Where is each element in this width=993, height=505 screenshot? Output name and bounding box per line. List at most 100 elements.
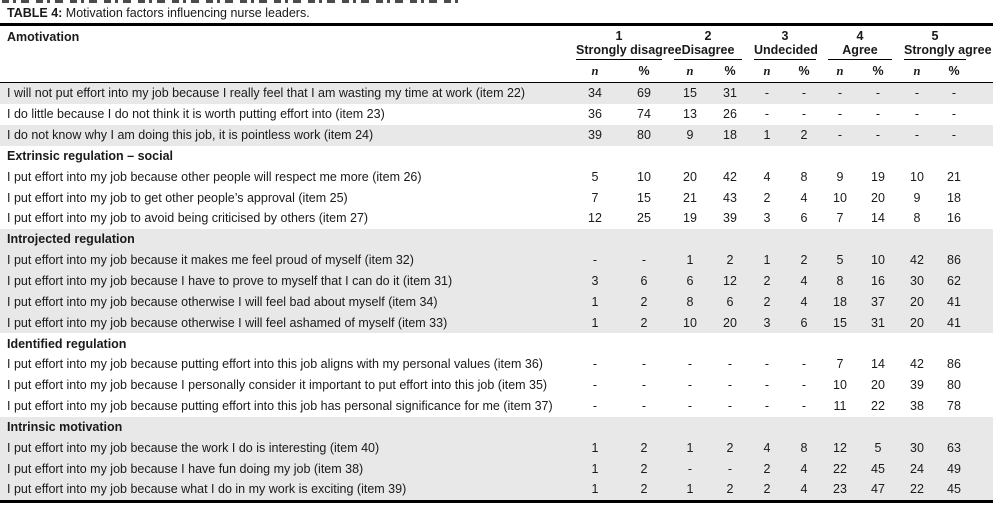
value-cell: - bbox=[727, 461, 733, 476]
value-cell: 1 bbox=[591, 315, 599, 330]
table-row: I put effort into my job because I perso… bbox=[0, 375, 993, 396]
value-cell: - bbox=[951, 107, 957, 122]
value-cell: 2 bbox=[800, 128, 808, 143]
value-cell: - bbox=[837, 128, 843, 143]
value-cell: - bbox=[951, 86, 957, 101]
value-cell: 16 bbox=[871, 274, 885, 289]
pct-header: % bbox=[858, 60, 898, 83]
value-cell: 23 bbox=[833, 482, 847, 497]
value-cell: 15 bbox=[833, 315, 847, 330]
value-cell: 8 bbox=[800, 169, 808, 184]
value-cell: 1 bbox=[763, 253, 771, 268]
value-cell: 1 bbox=[686, 482, 694, 497]
value-cell: - bbox=[837, 86, 843, 101]
n-header: n bbox=[668, 60, 712, 83]
value-cell: 20 bbox=[723, 315, 737, 330]
value-cell: - bbox=[641, 378, 647, 393]
table-header: Amotivation 1 Strongly disagree 2 Disagr… bbox=[0, 26, 993, 83]
value-cell: 2 bbox=[726, 253, 734, 268]
value-cell: 10 bbox=[910, 169, 924, 184]
group-header-row: Amotivation 1 Strongly disagree 2 Disagr… bbox=[0, 26, 993, 83]
value-cell: - bbox=[641, 357, 647, 372]
value-cell: - bbox=[687, 378, 693, 393]
value-cell: 80 bbox=[947, 378, 961, 393]
value-cell: 15 bbox=[683, 86, 697, 101]
value-cell: 2 bbox=[640, 461, 648, 476]
row-label: I do little because I do not think it is… bbox=[7, 107, 385, 122]
value-cell: 4 bbox=[800, 461, 808, 476]
value-cell: 22 bbox=[871, 399, 885, 414]
n-header: n bbox=[898, 60, 936, 83]
value-cell: - bbox=[727, 357, 733, 372]
group-header-undecided: 3 Undecided bbox=[748, 26, 822, 60]
table-row: I put effort into my job because otherwi… bbox=[0, 291, 993, 313]
section-header-row: Introjected regulation bbox=[0, 228, 993, 250]
group-label: Strongly disagree bbox=[576, 43, 682, 57]
value-cell: 10 bbox=[637, 169, 651, 184]
value-cell: 2 bbox=[763, 461, 771, 476]
value-cell: 2 bbox=[640, 440, 648, 455]
table-row: I put effort into my job to avoid being … bbox=[0, 208, 993, 229]
group-label: Undecided bbox=[754, 43, 818, 57]
value-cell: 9 bbox=[836, 169, 844, 184]
value-cell: 6 bbox=[800, 315, 808, 330]
value-cell: - bbox=[592, 253, 598, 268]
value-cell: 1 bbox=[591, 461, 599, 476]
value-cell: - bbox=[951, 128, 957, 143]
value-cell: 1 bbox=[591, 440, 599, 455]
value-cell: 8 bbox=[913, 211, 921, 226]
value-cell: 9 bbox=[913, 190, 921, 205]
value-cell: - bbox=[875, 107, 881, 122]
value-cell: 15 bbox=[637, 190, 651, 205]
n-header: n bbox=[822, 60, 858, 83]
table-row: I put effort into my job because putting… bbox=[0, 354, 993, 375]
value-cell: - bbox=[641, 399, 647, 414]
row-label: I put effort into my job because I perso… bbox=[7, 378, 548, 393]
value-cell: 2 bbox=[763, 294, 771, 309]
group-header-disagree: 2 Disagree bbox=[668, 26, 748, 60]
value-cell: 4 bbox=[800, 294, 808, 309]
section-header-row: Extrinsic regulation – social bbox=[0, 146, 993, 167]
value-cell: 2 bbox=[726, 482, 734, 497]
row-label: I put effort into my job because putting… bbox=[7, 357, 543, 372]
value-cell: 31 bbox=[871, 315, 885, 330]
value-cell: 10 bbox=[683, 315, 697, 330]
value-cell: 1 bbox=[686, 440, 694, 455]
value-cell: 8 bbox=[800, 440, 808, 455]
value-cell: 39 bbox=[910, 378, 924, 393]
value-cell: - bbox=[801, 357, 807, 372]
value-cell: 38 bbox=[910, 399, 924, 414]
row-label: I put effort into my job because putting… bbox=[7, 399, 553, 414]
value-cell: 43 bbox=[723, 190, 737, 205]
group-number: 3 bbox=[781, 29, 789, 43]
section-label: Extrinsic regulation – social bbox=[7, 148, 174, 163]
value-cell: 21 bbox=[947, 169, 961, 184]
value-cell: - bbox=[764, 399, 770, 414]
value-cell: 3 bbox=[591, 274, 599, 289]
value-cell: 4 bbox=[800, 190, 808, 205]
value-cell: - bbox=[914, 128, 920, 143]
table-row: I put effort into my job because what I … bbox=[0, 479, 993, 502]
section-label: Introjected regulation bbox=[7, 232, 135, 247]
value-cell: 80 bbox=[637, 128, 651, 143]
value-cell: 78 bbox=[947, 399, 961, 414]
value-cell: 62 bbox=[947, 274, 961, 289]
value-cell: 4 bbox=[800, 274, 808, 289]
value-cell: 7 bbox=[591, 190, 599, 205]
row-label: I put effort into my job to avoid being … bbox=[7, 211, 369, 226]
table-row: I put effort into my job because it make… bbox=[0, 249, 993, 271]
value-cell: 10 bbox=[871, 253, 885, 268]
value-cell: 25 bbox=[637, 211, 651, 226]
value-cell: 42 bbox=[910, 357, 924, 372]
value-cell: 31 bbox=[723, 86, 737, 101]
value-cell: - bbox=[914, 86, 920, 101]
subheader-row: n % n % n % n % n % bbox=[0, 60, 993, 83]
value-cell: 19 bbox=[871, 169, 885, 184]
value-cell: 9 bbox=[686, 128, 694, 143]
section-label: Identified regulation bbox=[7, 336, 127, 351]
value-cell: - bbox=[687, 399, 693, 414]
value-cell: 8 bbox=[836, 274, 844, 289]
table-caption: TABLE 4: Motivation factors influencing … bbox=[0, 0, 993, 26]
value-cell: 16 bbox=[947, 211, 961, 226]
value-cell: 26 bbox=[723, 107, 737, 122]
